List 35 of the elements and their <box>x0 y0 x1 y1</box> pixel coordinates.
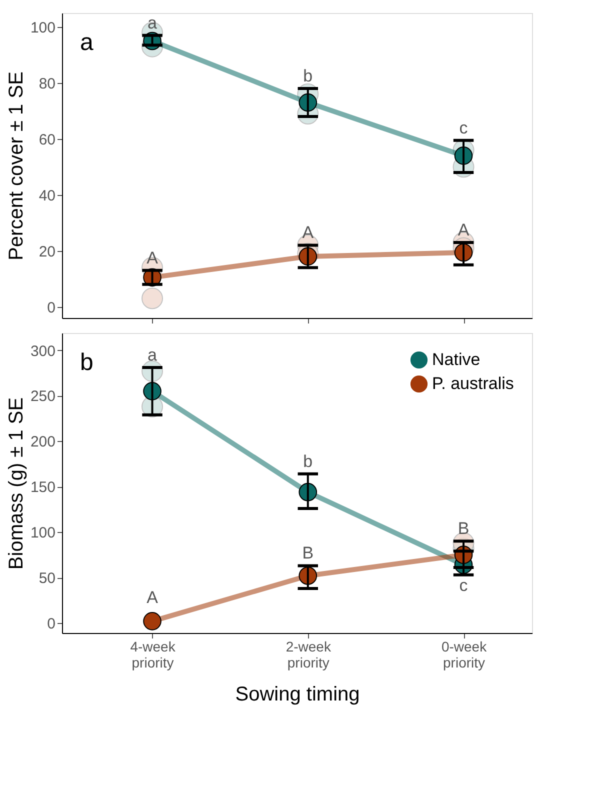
y-tick-label: 100 <box>30 524 56 542</box>
y-tick-label: 250 <box>30 388 56 406</box>
y-axis-title: Percent cover ± 1 SE <box>5 72 28 260</box>
y-tick-label: 300 <box>30 342 56 360</box>
annotation: a <box>80 29 94 56</box>
y-tick-label: 100 <box>30 19 56 36</box>
x-tick-label: 4-week priority <box>130 638 176 670</box>
annotation: a <box>148 346 158 365</box>
annotation: A <box>302 223 314 242</box>
annotation: a <box>148 13 158 32</box>
annotation: c <box>459 118 468 138</box>
x-axis-title: Sowing timing <box>235 684 360 706</box>
y-tick-label: 40 <box>38 187 56 204</box>
legend-label: P. australis <box>432 374 514 393</box>
annotation: A <box>146 588 159 608</box>
annotation: A <box>458 220 470 240</box>
x-tick-label: 0-week priority <box>441 638 488 670</box>
annotation: A <box>146 248 159 268</box>
y-tick-label: 80 <box>38 75 56 92</box>
annotation: b <box>303 66 313 86</box>
y-axis-title: Biomass (g) ± 1 SE <box>5 397 28 570</box>
y-tick-label: 200 <box>30 434 56 451</box>
x-tick-label: 2-week priority <box>286 638 332 670</box>
y-tick-label: 150 <box>30 479 56 496</box>
y-tick-label: 20 <box>38 243 56 260</box>
annotation: b <box>80 349 94 376</box>
y-tick-label: 60 <box>38 131 56 148</box>
annotation: B <box>458 519 470 538</box>
annotation: b <box>303 452 313 471</box>
y-tick-label: 50 <box>38 570 56 588</box>
legend-label: Native <box>432 350 480 369</box>
y-tick-label: 0 <box>47 299 56 316</box>
annotation: c <box>459 576 468 595</box>
y-tick-label: 0 <box>47 616 56 632</box>
annotation: B <box>302 544 314 563</box>
